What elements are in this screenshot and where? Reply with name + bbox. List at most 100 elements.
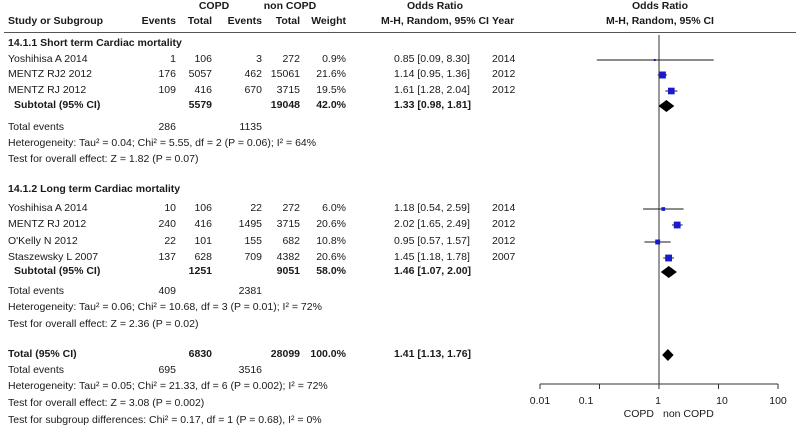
overall-effect-text: Test for overall effect: Z = 2.36 (P = 0… <box>8 318 199 330</box>
subtotal-total2: 19048 <box>270 99 300 111</box>
subtotal-label: Subtotal (95% CI) <box>14 265 101 277</box>
events1-cell: 176 <box>158 68 176 80</box>
subtotal-weight: 58.0% <box>316 265 346 277</box>
total1-cell: 106 <box>194 53 212 65</box>
year-cell: 2012 <box>492 235 516 247</box>
events2-cell: 670 <box>244 84 262 96</box>
subtotal-label: Subtotal (95% CI) <box>14 99 101 111</box>
ci-cell: 1.14 [0.95, 1.36] <box>394 68 470 80</box>
weight-cell: 20.6% <box>316 251 346 263</box>
events2-cell: 1495 <box>238 218 262 230</box>
ci-cell: 1.45 [1.18, 1.78] <box>394 251 470 263</box>
year-cell: 2012 <box>492 84 516 96</box>
weight-cell: 10.8% <box>316 235 346 247</box>
total2-cell: 3715 <box>276 84 300 96</box>
study-point <box>655 239 661 245</box>
study-name: Yoshihisa A 2014 <box>8 202 88 214</box>
study-name: MENTZ RJ 2012 <box>8 84 87 96</box>
col-weight-header: Weight <box>311 15 346 27</box>
weight-cell: 21.6% <box>316 68 346 80</box>
subgroup-title: 14.1.1 Short term Cardiac mortality <box>8 37 182 49</box>
col-events1-header: Events <box>141 15 176 27</box>
total2-cell: 3715 <box>276 218 300 230</box>
axis-tick-label: 100 <box>769 395 787 407</box>
col-events2-header: Events <box>227 15 262 27</box>
total-events2: 2381 <box>238 285 262 297</box>
total2-cell: 272 <box>282 53 300 65</box>
weight-cell: 0.9% <box>322 53 346 65</box>
year-cell: 2012 <box>492 68 516 80</box>
study-point <box>667 87 675 95</box>
subtotal-weight: 42.0% <box>316 99 346 111</box>
col-year-header: Year <box>492 15 515 27</box>
study-name: MENTZ RJ 2012 <box>8 218 87 230</box>
study-point <box>661 207 666 211</box>
total-events1: 286 <box>158 121 176 133</box>
total-events-label: Total events <box>8 285 65 297</box>
year-cell: 2007 <box>492 251 516 263</box>
favours-left-label: COPD <box>623 408 654 420</box>
study-point <box>665 254 673 262</box>
total1-cell: 5057 <box>188 68 212 80</box>
total2-cell: 682 <box>282 235 300 247</box>
overall-effect-text: Test for overall effect: Z = 3.08 (P = 0… <box>8 397 205 409</box>
events2-cell: 709 <box>244 251 262 263</box>
total2-cell: 4382 <box>276 251 300 263</box>
favours-right-label: non COPD <box>663 408 714 420</box>
plot-method-header: M-H, Random, 95% CI <box>606 15 714 27</box>
heterogeneity-text: Heterogeneity: Tau² = 0.05; Chi² = 21.33… <box>8 380 328 392</box>
study-name: Staszewsky L 2007 <box>8 251 99 263</box>
ci-cell: 0.85 [0.09, 8.30] <box>394 53 470 65</box>
grand-total2: 28099 <box>270 348 300 360</box>
header-rule <box>4 32 796 33</box>
heterogeneity-text: Heterogeneity: Tau² = 0.06; Chi² = 10.68… <box>8 301 322 313</box>
events1-cell: 10 <box>164 202 176 214</box>
total-events2: 1135 <box>239 121 262 133</box>
subtotal-total1: 5579 <box>188 99 212 111</box>
group1-header: COPD <box>198 0 230 12</box>
weight-cell: 19.5% <box>316 84 346 96</box>
total-events-label: Total events <box>8 121 65 133</box>
total2-cell: 15061 <box>270 68 300 80</box>
col-total1-header: Total <box>187 15 212 27</box>
grand-events2: 3516 <box>238 364 262 376</box>
summary-diamond <box>660 266 677 278</box>
ci-cell: 0.95 [0.57, 1.57] <box>394 235 470 247</box>
axis-tick-label: 0.1 <box>578 395 594 407</box>
weight-cell: 6.0% <box>322 202 346 214</box>
total-events1: 409 <box>158 285 176 297</box>
study-name: Yoshihisa A 2014 <box>8 53 88 65</box>
effect-method-header: M-H, Random, 95% CI <box>381 15 489 27</box>
subgroup-title: 14.1.2 Long term Cardiac mortality <box>8 183 181 195</box>
total1-cell: 628 <box>194 251 212 263</box>
year-cell: 2012 <box>492 218 516 230</box>
total1-cell: 101 <box>194 235 212 247</box>
study-point <box>658 71 666 79</box>
total2-cell: 272 <box>282 202 300 214</box>
events1-cell: 1 <box>170 53 176 65</box>
events1-cell: 22 <box>164 235 176 247</box>
events2-cell: 3 <box>256 53 262 65</box>
heterogeneity-text: Heterogeneity: Tau² = 0.04; Chi² = 5.55,… <box>8 137 317 149</box>
study-name: MENTZ RJ2 2012 <box>8 68 93 80</box>
weight-cell: 20.6% <box>316 218 346 230</box>
total1-cell: 106 <box>194 202 212 214</box>
subtotal-ci: 1.33 [0.98, 1.81] <box>394 99 472 111</box>
ci-cell: 2.02 [1.65, 2.49] <box>394 218 470 230</box>
subgroup-differences-text: Test for subgroup differences: Chi² = 0.… <box>8 414 322 426</box>
grand-ci: 1.41 [1.13, 1.76] <box>394 348 472 360</box>
events1-cell: 240 <box>158 218 176 230</box>
group2-header: non COPD <box>263 0 317 12</box>
plot-title: Odds Ratio <box>631 0 688 12</box>
grand-events-label: Total events <box>8 364 65 376</box>
total-label: Total (95% CI) <box>8 348 77 360</box>
study-name: O'Kelly N 2012 <box>8 235 78 247</box>
col-study-header: Study or Subgroup <box>8 15 104 27</box>
subtotal-ci: 1.46 [1.07, 2.00] <box>394 265 472 277</box>
overall-effect-text: Test for overall effect: Z = 1.82 (P = 0… <box>8 153 199 165</box>
events2-cell: 22 <box>250 202 262 214</box>
study-point <box>673 221 681 229</box>
total1-cell: 416 <box>194 84 212 96</box>
ci-cell: 1.18 [0.54, 2.59] <box>394 202 470 214</box>
